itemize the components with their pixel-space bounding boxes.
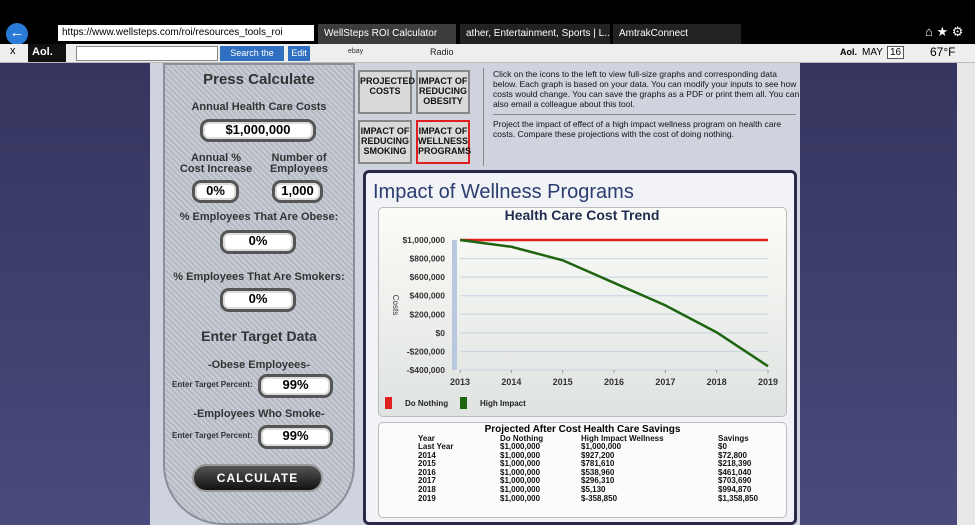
table-cell: $72,800 <box>718 450 747 460</box>
search-input[interactable] <box>76 46 218 61</box>
table-cell: $781,610 <box>581 459 615 469</box>
table-cell: $1,000,000 <box>500 493 541 503</box>
table-cell: 2016 <box>418 467 436 477</box>
label: -Obese Employees- <box>207 359 311 371</box>
label: Enter Target Percent: <box>172 380 253 389</box>
edit-button[interactable]: Edit <box>288 46 310 61</box>
table-cell: $1,358,850 <box>718 493 759 503</box>
input[interactable]: 1,000 <box>272 180 323 203</box>
table-cell: $1,000,000 <box>500 467 541 477</box>
table-title: Projected After Cost Health Care Savings <box>484 424 681 435</box>
label: % Employees That Are Smokers: <box>173 271 345 283</box>
table-cell: $994,870 <box>718 485 752 494</box>
table-cell: $-358,850 <box>581 493 618 503</box>
table-cell: 2018 <box>418 485 436 494</box>
calculate-button[interactable]: CALCULATE <box>192 464 323 492</box>
toolbar-link[interactable]: ebay <box>348 48 364 55</box>
panel-title: Impact of Wellness Programs <box>373 181 634 203</box>
tab[interactable]: AmtrakConnect <box>613 24 741 44</box>
table-cell: $1,000,000 <box>500 485 541 494</box>
table-cell: 2019 <box>418 493 436 503</box>
tab[interactable]: ather, Entertainment, Sports | L... <box>460 24 610 44</box>
divider <box>483 68 484 166</box>
input[interactable]: 0% <box>220 288 296 312</box>
table-cell: Year <box>418 434 435 443</box>
input[interactable]: 99% <box>258 425 333 449</box>
back-button[interactable]: ← <box>6 23 28 45</box>
table-cell: $296,310 <box>581 476 615 486</box>
input[interactable]: $1,000,000 <box>200 119 316 142</box>
label: Annual Health Care Costs <box>191 101 327 113</box>
icon-button[interactable]: IMPACT OF REDUCING OBESITY <box>416 70 470 114</box>
label: -Employees Who Smoke- <box>193 408 325 420</box>
input[interactable]: 99% <box>258 374 333 398</box>
table-cell: $218,390 <box>718 459 752 469</box>
table-cell: $927,200 <box>581 450 615 460</box>
table: Year Do Nothing High Impact Wellness Saving… <box>378 434 787 514</box>
icon-button[interactable]: IMPACT OF WELLNESS PROGRAMS <box>416 120 471 164</box>
table-cell: $1,000,000 <box>500 459 541 469</box>
day: 16 <box>887 46 905 59</box>
icon-button[interactable]: IMPACT OF REDUCING SMOKING <box>358 120 412 164</box>
input[interactable]: 0% <box>192 180 239 203</box>
icon-button[interactable]: PROJECTED COSTS <box>358 70 415 114</box>
table-cell: High Impact Wellness <box>581 434 664 443</box>
input[interactable]: 0% <box>220 230 296 254</box>
table-cell: Savings <box>718 434 749 443</box>
toolbar-link[interactable]: Radio <box>430 47 454 57</box>
label: Annual % Cost Increase <box>179 152 253 175</box>
intro-text: Click on the icons to the left to view f… <box>493 69 800 109</box>
table-cell: $538,960 <box>581 467 615 477</box>
table-cell: $5,130 <box>581 485 606 494</box>
close-toolbar[interactable]: x <box>10 45 16 57</box>
table-cell: 2017 <box>418 476 436 486</box>
label: % Employees That Are Obese: <box>179 211 339 223</box>
aol-logo: Aol. <box>28 44 66 62</box>
table-cell: $703,690 <box>718 476 752 486</box>
table-box <box>378 422 787 518</box>
intro-text: Project the impact of effect of a high i… <box>493 119 782 139</box>
table-cell: Last Year <box>418 442 454 451</box>
mail-link[interactable]: Aol. <box>840 47 857 57</box>
table-cell: $1,000,000 <box>581 442 622 451</box>
table-cell: 2015 <box>418 459 436 469</box>
section-heading: Enter Target Data <box>201 328 317 344</box>
divider <box>493 114 796 115</box>
label: Number of Employees <box>269 152 329 175</box>
month: MAY <box>862 47 883 58</box>
search-button[interactable]: Search the Web <box>220 46 284 73</box>
chart-box <box>378 207 787 417</box>
table-cell: $461,040 <box>718 467 752 477</box>
browser-icons[interactable]: ⌂ ★ ⚙ <box>925 24 964 39</box>
table-cell: $1,000,000 <box>500 442 541 451</box>
label: Enter Target Percent: <box>172 431 253 440</box>
scrollbar[interactable] <box>957 63 975 525</box>
table-cell: $0 <box>718 442 727 451</box>
tab[interactable]: WellSteps ROI Calculator <box>318 24 456 44</box>
table-cell: Do Nothing <box>500 434 544 443</box>
address-bar[interactable]: https://www.wellsteps.com/roi/resources_… <box>58 25 314 41</box>
table-cell: $1,000,000 <box>500 450 541 460</box>
table-cell: 2014 <box>418 450 436 460</box>
table-cell: $1,000,000 <box>500 476 541 486</box>
weather: 67°F <box>930 45 956 59</box>
calc-heading: Press Calculate <box>203 71 315 88</box>
